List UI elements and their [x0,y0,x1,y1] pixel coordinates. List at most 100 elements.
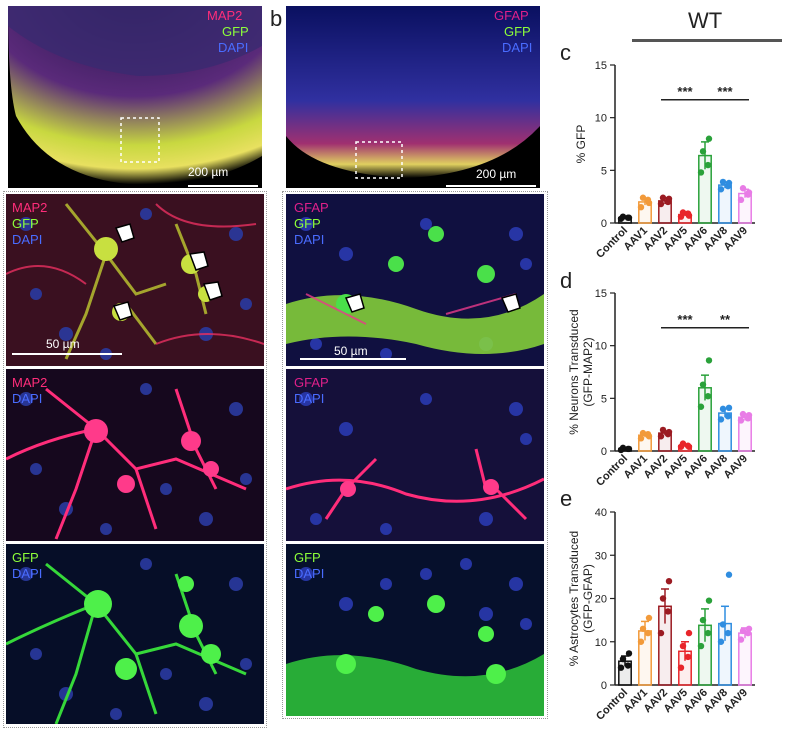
panel-a-map2-image [6,369,264,541]
data-point [704,161,712,169]
panel-letter-e: e [560,486,573,511]
data-point [697,403,705,410]
data-point [639,625,647,632]
data-point [644,629,652,637]
data-point [737,196,745,204]
wt-line [632,39,782,42]
panel-b-gfap-image [286,369,544,541]
data-point [664,608,672,615]
panel-a-merge-label-1: MAP2 [12,200,48,215]
data-point [685,212,693,219]
y-axis-title-line: (GFP-GFAP) [581,564,595,633]
data-point [677,664,685,671]
panel-b-merge-image [286,194,544,366]
data-point [685,629,693,637]
y-tick-label: 30 [595,550,607,562]
panel-letter-d: d [560,268,573,293]
panel-b-gfp-image [286,544,544,716]
data-point [665,578,673,585]
y-tick-label: 10 [595,637,607,649]
y-axis-title-line: % Astrocytes Transduced [567,531,581,666]
panel-b-overview-scale: 200 µm [476,167,517,181]
data-point [699,148,707,155]
y-axis-title: % Neurons Transduced (GFP-MAP2) [567,309,595,434]
data-point [719,405,727,413]
panel-a-overview-label-2: GFP [222,24,249,39]
data-point [619,655,627,663]
panel-b-overview-label-1: GFAP [494,8,529,23]
y-tick-label: 15 [595,288,607,300]
data-point [719,621,727,628]
data-point [639,194,647,201]
panel-a-gfp-label-1: GFP [12,550,39,565]
data-point [645,614,653,622]
data-point [697,642,705,650]
data-point [617,664,625,671]
data-point [724,413,732,420]
panel-b-merge-scale: 50 µm [334,344,368,358]
y-axis-title-line: % GFP [574,125,588,164]
data-point [659,194,667,201]
wt-label: WT [688,8,723,33]
data-point [637,204,645,211]
data-point [625,214,633,221]
significance-label: *** [717,84,733,99]
data-point [657,433,665,440]
y-tick-label: 5 [601,393,607,405]
y-tick-label: 5 [601,165,607,177]
panel-a-overview-image [8,6,262,188]
panel-b-merge-label-3: DAPI [294,232,325,247]
panel-a-merge-image [6,194,264,366]
y-axis-title: % GFP [574,125,588,164]
panel-b-overview-label-2: GFP [504,24,531,39]
data-point [737,636,745,643]
panel-b-gfap-label-2: DAPI [294,391,325,406]
panel-b-gfp-label-1: GFP [294,550,321,565]
data-point [704,393,712,400]
y-axis-title: % Astrocytes Transduced (GFP-GFAP) [567,531,595,666]
data-point [739,410,747,418]
y-tick-label: 10 [595,113,607,125]
panel-a-gfp-label-2: DAPI [12,566,43,581]
y-tick-label: 10 [595,341,607,353]
panel-b-gfp-label-2: DAPI [294,566,325,581]
data-point [725,179,733,187]
data-point [625,650,633,657]
data-point [719,178,727,186]
y-axis-title-line: % Neurons Transduced [567,309,581,434]
data-point [679,642,687,650]
panel-a-overview-scale: 200 µm [188,165,229,179]
data-point [697,169,705,176]
panel-b-overview-label-3: DAPI [502,40,533,55]
panel-letter-b: b [270,6,283,31]
data-point [737,417,745,424]
panel-a-map2-label-2: DAPI [12,391,43,406]
y-tick-label: 0 [601,680,607,692]
data-point [665,195,673,202]
y-tick-label: 15 [595,60,607,72]
data-point [659,426,667,434]
data-point [745,411,753,419]
data-point [699,616,707,624]
panel-letter-c: c [560,40,571,65]
data-point [637,638,645,645]
data-point [725,404,733,412]
data-point [705,597,713,604]
data-point [645,199,653,207]
data-point [619,444,627,452]
significance-label: *** [677,312,693,327]
panel-a-merge-scale: 50 µm [46,337,80,351]
panel-a-gfp-image [6,544,264,724]
data-point [637,435,645,442]
panel-b-merge-label-2: GFP [294,216,321,231]
data-point [717,186,725,193]
data-point [684,653,692,661]
data-point [619,213,627,220]
panel-b-overview-image [286,6,540,188]
data-point [699,381,707,388]
data-point [625,445,633,453]
panel-b-zoom-frame [282,191,548,719]
data-point [745,189,753,196]
